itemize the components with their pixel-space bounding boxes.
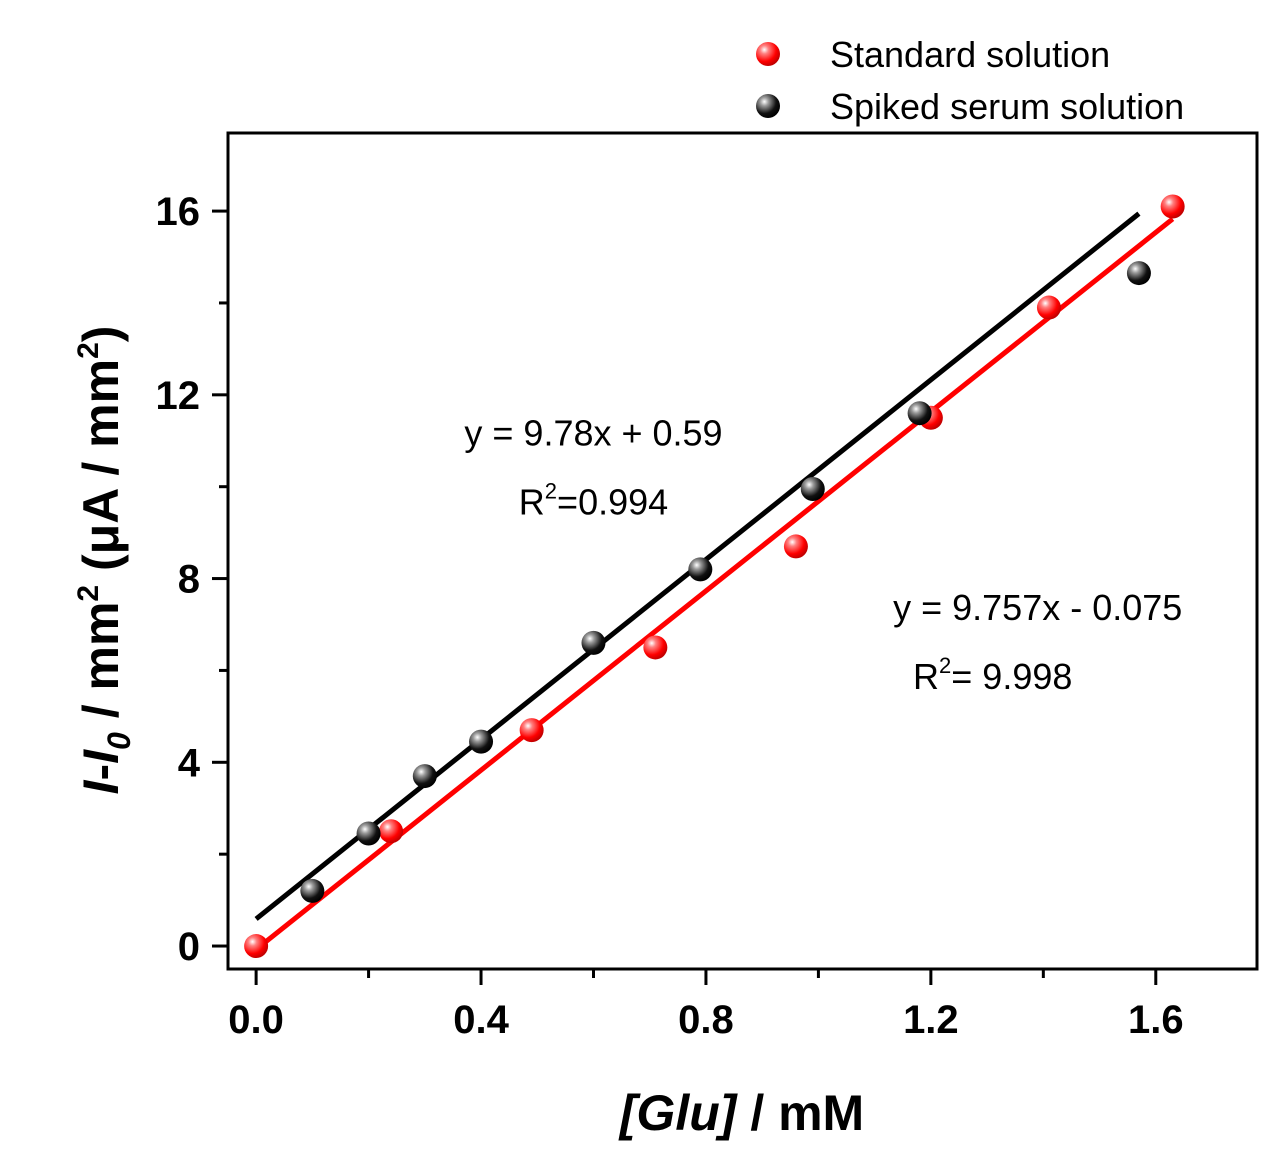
point-serum — [800, 476, 825, 501]
point-serum — [907, 401, 932, 426]
r2-standard-value: = 9.998 — [951, 656, 1072, 697]
y-tick-label: 0 — [178, 925, 200, 969]
x-tick-label: 1.2 — [903, 998, 959, 1042]
r2-standard-base: R — [913, 656, 939, 697]
r2-serum-value: =0.994 — [557, 481, 668, 522]
y-axis-title-i1: I — [73, 779, 129, 794]
r2-standard: R2= 9.998 — [913, 653, 1072, 697]
point-standard — [1036, 295, 1061, 320]
fit-line-standard — [254, 216, 1175, 952]
legend-marker-standard — [756, 42, 780, 66]
point-serum — [581, 630, 606, 655]
r2-serum: R2=0.994 — [519, 478, 668, 522]
legend: Standard solution Spiked serum solution — [756, 34, 1184, 127]
point-standard — [379, 819, 404, 844]
point-serum — [469, 729, 494, 754]
y-axis-title-dash: - — [73, 764, 129, 781]
y-axis-title: I-I0 / mm2 (μA / mm2) — [72, 326, 137, 795]
point-standard — [1160, 194, 1185, 219]
y-axis-title-sup1: 2 — [72, 585, 105, 602]
x-tick-label: 0.0 — [228, 998, 284, 1042]
r2-serum-base: R — [519, 481, 545, 522]
legend-label-serum: Spiked serum solution — [830, 86, 1184, 127]
y-axis-title-sub: 0 — [101, 732, 137, 750]
x-tick-label: 0.8 — [678, 998, 734, 1042]
y-tick-label: 12 — [156, 374, 201, 418]
y-axis-title-mid: / mm — [73, 602, 129, 733]
r2-standard-sup: 2 — [939, 653, 951, 678]
point-serum — [1126, 261, 1151, 286]
x-tick-label: 0.4 — [453, 998, 509, 1042]
point-serum — [688, 557, 713, 582]
equation-standard: y = 9.757x - 0.075 — [893, 587, 1182, 628]
x-axis-title: [Glu] / mM — [618, 1085, 864, 1141]
y-axis-title-i2: I — [73, 749, 129, 764]
data-points — [244, 194, 1185, 959]
y-tick-label: 16 — [156, 190, 201, 234]
legend-marker-serum — [756, 94, 780, 118]
axis-ticks: 0.0 0.4 0.8 1.2 1.6 0 4 8 12 16 — [156, 190, 1184, 1042]
x-axis-title-unit: / mM — [736, 1085, 864, 1141]
point-standard — [783, 534, 808, 559]
x-axis-title-italic: [Glu] — [618, 1085, 739, 1141]
point-standard — [244, 934, 269, 959]
point-serum — [412, 764, 437, 789]
point-serum — [356, 821, 381, 846]
y-axis-title-unit: (μA / mm — [73, 359, 129, 585]
point-standard — [519, 718, 544, 743]
legend-label-standard: Standard solution — [830, 34, 1110, 75]
x-tick-label: 1.6 — [1128, 998, 1184, 1042]
y-axis-title-sup2: 2 — [72, 342, 105, 359]
y-tick-label: 8 — [178, 558, 200, 602]
plot-frame — [226, 131, 1259, 971]
y-tick-label: 4 — [178, 741, 201, 785]
r2-serum-sup: 2 — [545, 478, 557, 503]
point-serum — [300, 878, 325, 903]
point-standard — [643, 635, 668, 660]
equation-serum: y = 9.78x + 0.59 — [464, 412, 722, 453]
y-axis-title-end: ) — [73, 326, 129, 343]
